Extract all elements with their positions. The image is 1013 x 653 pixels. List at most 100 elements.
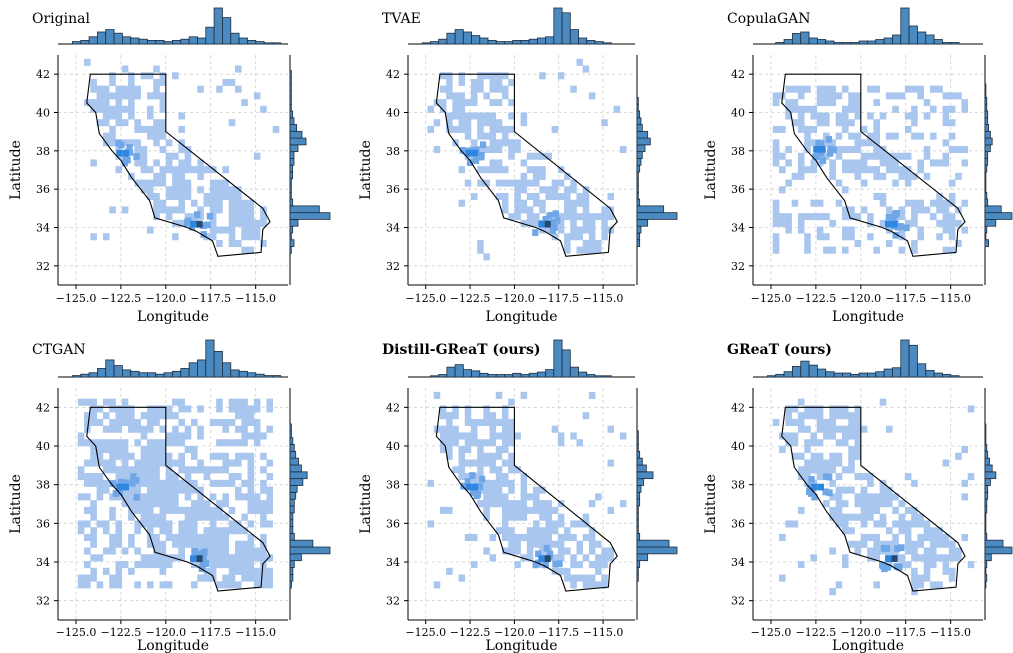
- density-cell: [489, 554, 497, 562]
- density-cell: [222, 78, 230, 86]
- density-cell: [216, 439, 223, 447]
- density-cell: [165, 206, 173, 214]
- y-marginal-bar: [984, 151, 989, 159]
- density-cell: [102, 527, 110, 535]
- density-cell: [112, 490, 119, 497]
- density-cell: [115, 540, 123, 548]
- density-cell: [779, 152, 786, 160]
- density-cell: [172, 459, 179, 467]
- density-cell: [533, 520, 540, 528]
- density-cell: [501, 493, 509, 501]
- y-marginal-bar: [636, 171, 639, 180]
- density-cell: [595, 493, 602, 501]
- density-cell: [266, 506, 274, 514]
- y-marginal-bar: [984, 526, 987, 534]
- density-cell: [829, 459, 836, 467]
- density-cell: [860, 513, 868, 521]
- density-cell: [539, 500, 546, 508]
- y-marginal-bar: [984, 560, 988, 568]
- y-marginal-bar: [984, 437, 987, 445]
- density-cell: [797, 112, 805, 120]
- density-cell: [816, 119, 824, 127]
- density-cell: [601, 233, 608, 241]
- density-cell: [898, 233, 906, 241]
- density-cell: [779, 166, 786, 174]
- density-cell: [172, 412, 179, 420]
- density-cell: [458, 432, 466, 440]
- density-cell: [879, 513, 887, 521]
- density-cell: [501, 547, 509, 555]
- density-cell: [84, 99, 91, 107]
- density-cell: [829, 493, 836, 501]
- y-marginal-bar: [636, 519, 639, 527]
- density-cell: [904, 473, 912, 481]
- y-marginal-bar: [984, 553, 992, 562]
- density-cell: [452, 439, 459, 447]
- density-cell: [109, 466, 116, 474]
- density-cell: [570, 186, 577, 194]
- x-marginal-bar: [842, 372, 852, 378]
- density-cell: [190, 418, 198, 426]
- density-cell: [827, 145, 834, 153]
- density-cell: [854, 500, 862, 508]
- density-cell: [458, 473, 466, 481]
- density-cell: [222, 527, 230, 535]
- density-cell: [848, 418, 855, 426]
- density-cell: [545, 540, 552, 548]
- density-cell: [936, 533, 943, 542]
- density-cell: [203, 199, 211, 207]
- density-cell: [452, 105, 459, 113]
- x-marginal-bar: [925, 369, 935, 378]
- density-cell: [228, 206, 236, 214]
- density-cell: [477, 446, 484, 454]
- density-cell: [216, 527, 223, 535]
- density-cell: [904, 547, 912, 555]
- density-cell: [197, 574, 204, 582]
- density-cell: [898, 92, 906, 100]
- density-cell: [130, 473, 137, 481]
- y-marginal-bar: [636, 471, 654, 480]
- density-cell: [929, 547, 937, 555]
- density-cell: [452, 92, 459, 100]
- density-cell: [470, 432, 478, 440]
- density-cell: [178, 459, 185, 467]
- y-marginal-bar: [636, 191, 639, 200]
- x-marginal-bar: [504, 41, 514, 45]
- density-cell: [570, 561, 577, 569]
- density-cell: [489, 425, 497, 433]
- density-cell: [841, 432, 849, 440]
- x-marginal-bar: [138, 372, 148, 378]
- y-marginal-bar: [289, 437, 294, 445]
- density-cell: [873, 146, 880, 154]
- x-marginal-bar: [892, 367, 902, 378]
- density-cell: [551, 125, 559, 133]
- x-marginal-bar: [454, 364, 464, 378]
- density-cell: [539, 172, 546, 180]
- density-cell: [146, 179, 154, 187]
- density-cell: [234, 561, 242, 569]
- density-cell: [557, 226, 565, 234]
- density-cell: [140, 152, 148, 160]
- density-cell: [102, 425, 110, 433]
- x-marginal-bar: [88, 36, 98, 45]
- y-marginal-bar: [289, 83, 292, 92]
- density-cell: [495, 466, 503, 474]
- density-cell: [533, 213, 540, 221]
- density-cell: [576, 226, 583, 234]
- density-cell: [489, 500, 497, 508]
- density-cell: [260, 547, 267, 555]
- x-tick-label: −115.0: [235, 626, 276, 639]
- density-cell: [458, 105, 466, 113]
- density-cell: [797, 452, 805, 460]
- density-cell: [109, 405, 116, 413]
- x-marginal-bar: [808, 364, 818, 378]
- density-cell: [848, 105, 855, 113]
- x-marginal-bar: [138, 38, 148, 45]
- density-cell: [477, 486, 484, 494]
- density-cell: [146, 412, 154, 420]
- density-cell: [829, 139, 836, 147]
- density-cell: [121, 398, 129, 406]
- y-marginal-bar: [984, 573, 988, 582]
- density-cell: [816, 412, 824, 420]
- density-cell: [266, 486, 274, 494]
